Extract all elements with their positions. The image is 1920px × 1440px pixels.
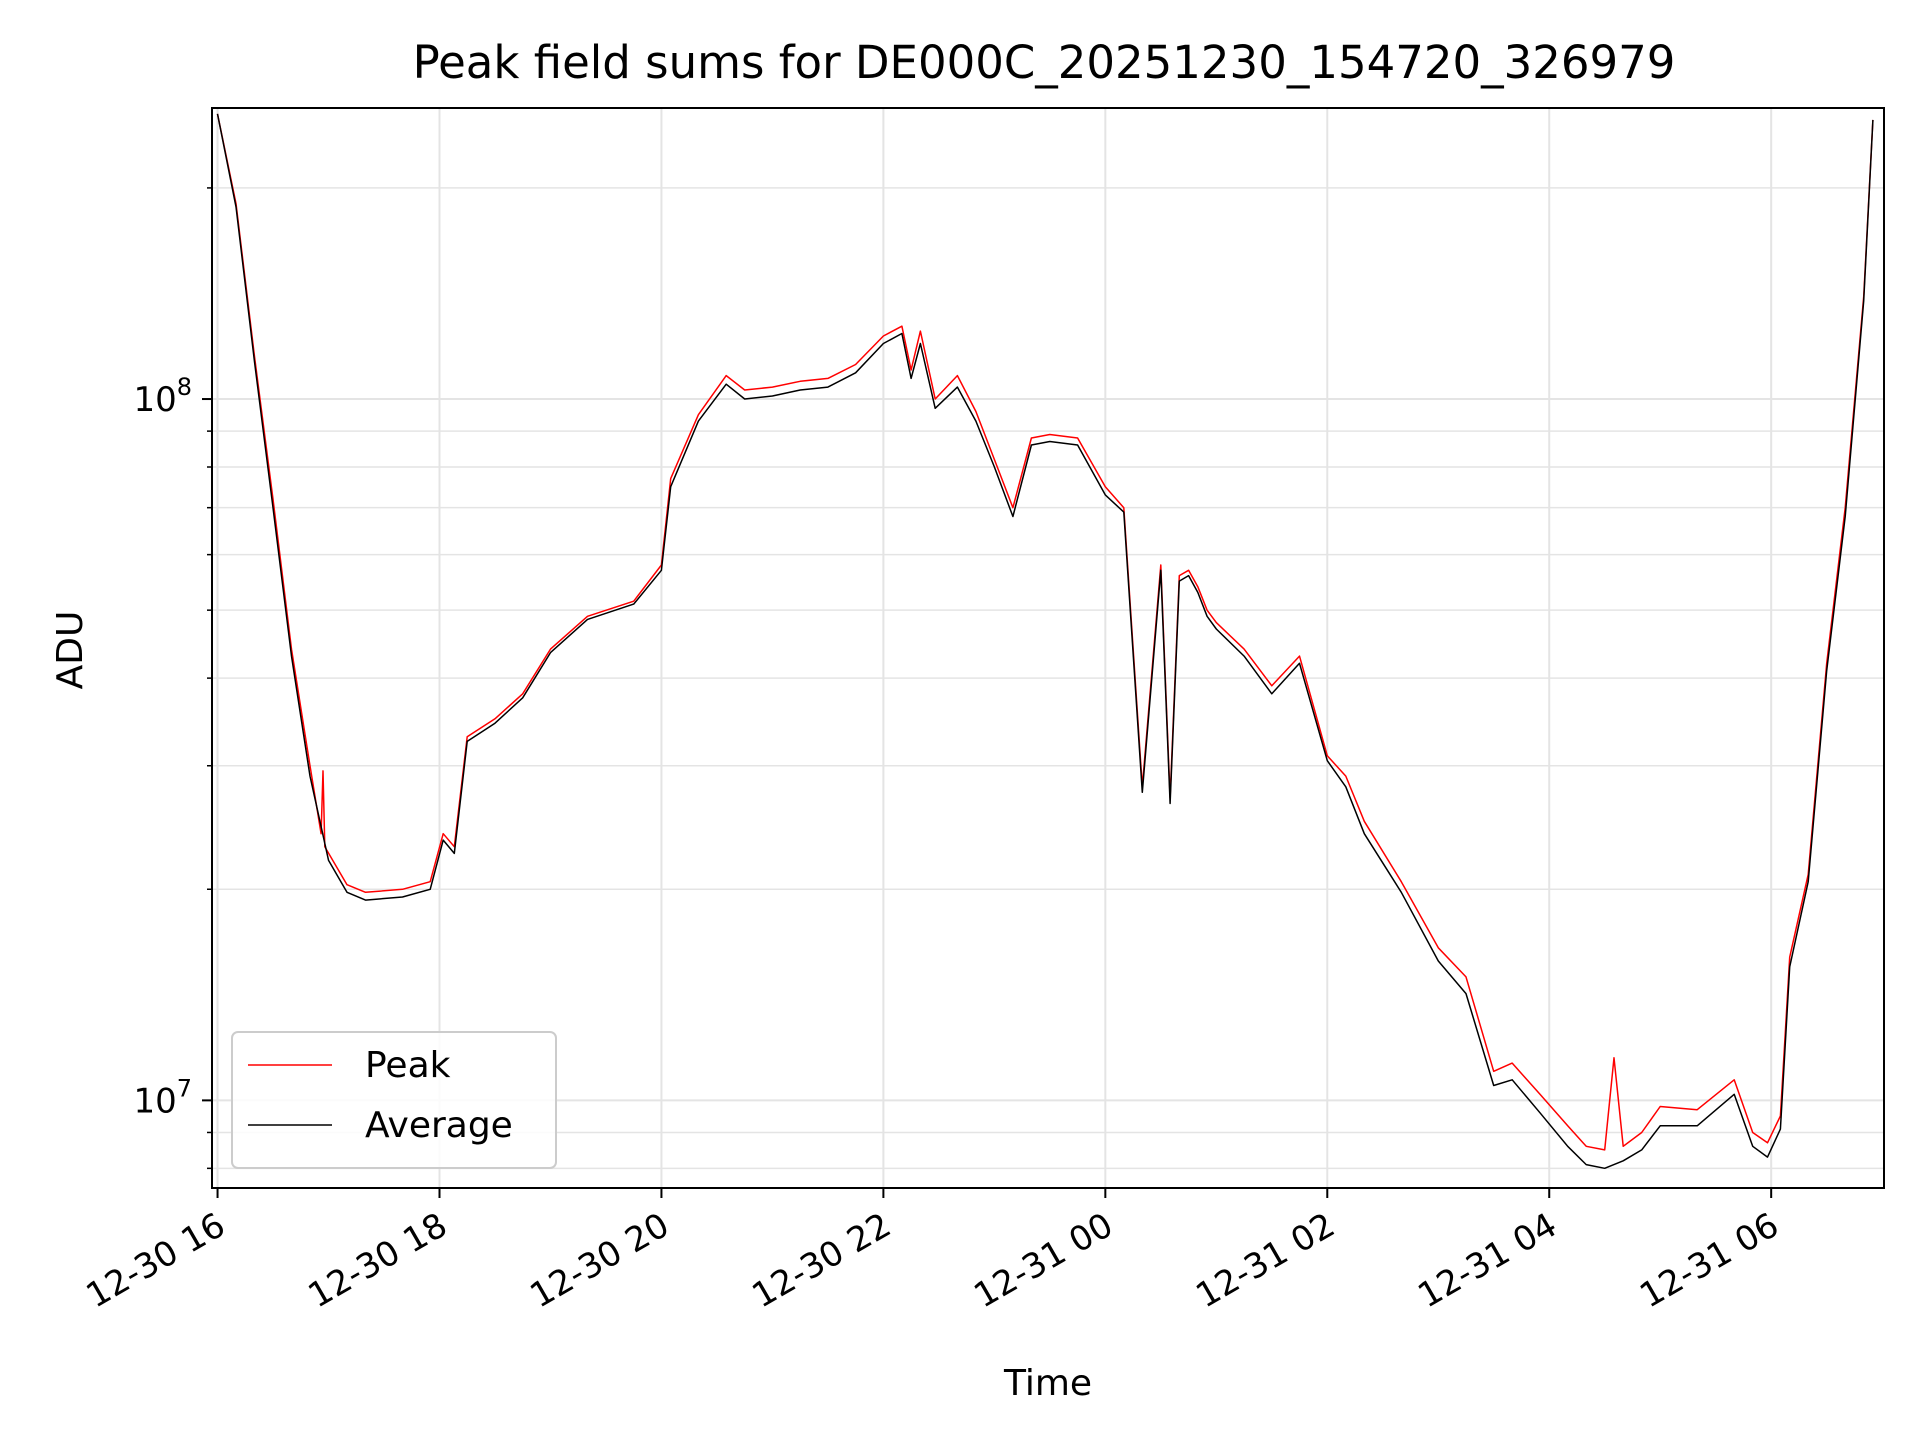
series-layer <box>216 113 1874 1170</box>
series-line-peak <box>216 113 1874 1151</box>
y-axis: 107 108 <box>133 187 212 1170</box>
y-tick-label: 108 <box>133 373 192 420</box>
legend-label-average: Average <box>365 1105 513 1146</box>
legend-box <box>231 1031 557 1169</box>
legend: Peak Average <box>231 1031 557 1169</box>
plot-frame <box>211 107 1885 1189</box>
y-axis-label: ADU <box>50 611 91 690</box>
chart-title: Peak field sums for DE000C_20251230_1547… <box>413 36 1676 89</box>
x-axis-label: Time <box>1003 1363 1092 1404</box>
legend-label-peak: Peak <box>365 1045 451 1086</box>
series-line-average <box>216 113 1874 1170</box>
y-tick-label: 107 <box>133 1074 192 1121</box>
